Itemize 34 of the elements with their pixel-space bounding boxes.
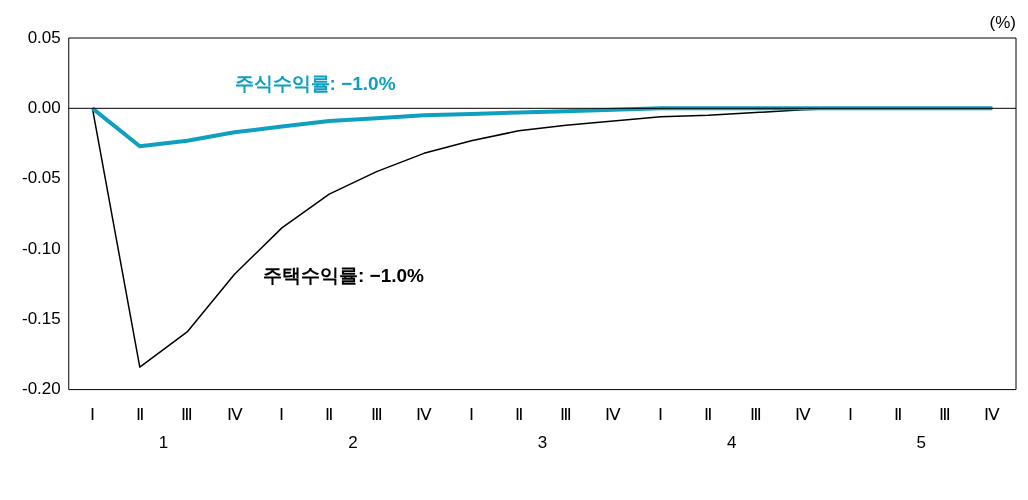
x-tick-label: Ⅱ [135, 405, 144, 425]
y-axis-title: (%) [989, 13, 1016, 33]
x-tick-label: Ⅲ [560, 405, 573, 425]
x-tick-label: Ⅳ [984, 405, 1001, 425]
x-tick-label: Ⅱ [514, 405, 523, 425]
x-tick-label: Ⅳ [794, 405, 811, 425]
series-label: 주식수익률: −1.0% [234, 72, 396, 94]
x-tick-label: Ⅲ [181, 405, 194, 425]
x-tick-label: Ⅰ [89, 405, 95, 425]
x-tick-label: Ⅰ [279, 405, 285, 425]
y-tick-label: -0.05 [22, 168, 61, 188]
text: 5 [916, 432, 927, 452]
text: 2 [348, 432, 358, 452]
x-tick-label: Ⅳ [415, 405, 432, 425]
x-tick-label: Ⅲ [938, 405, 951, 425]
text: 3 [537, 432, 548, 452]
y-tick-label: -0.15 [22, 308, 61, 328]
x-tick-label: Ⅰ [658, 405, 664, 425]
x-tick-label: Ⅱ [893, 405, 902, 425]
y-tick-label: 0.00 [27, 98, 61, 118]
x-tick-label: Ⅳ [605, 405, 622, 425]
series-label: 주택수익률: −1.0% [262, 265, 425, 287]
y-tick-label: -0.10 [22, 238, 61, 258]
text: 4 [727, 432, 737, 452]
x-tick-label: Ⅱ [704, 405, 713, 425]
x-tick-label: Ⅰ [468, 405, 474, 425]
x-tick-label: Ⅲ [749, 405, 762, 425]
x-tick-label: Ⅳ [226, 405, 243, 425]
x-tick-label: Ⅰ [847, 405, 853, 425]
y-tick-label: -0.20 [22, 379, 61, 399]
y-tick-label: 0.05 [27, 27, 61, 47]
x-tick-label: Ⅱ [325, 405, 334, 425]
x-tick-label: Ⅲ [370, 405, 383, 425]
text: 1 [158, 432, 169, 452]
